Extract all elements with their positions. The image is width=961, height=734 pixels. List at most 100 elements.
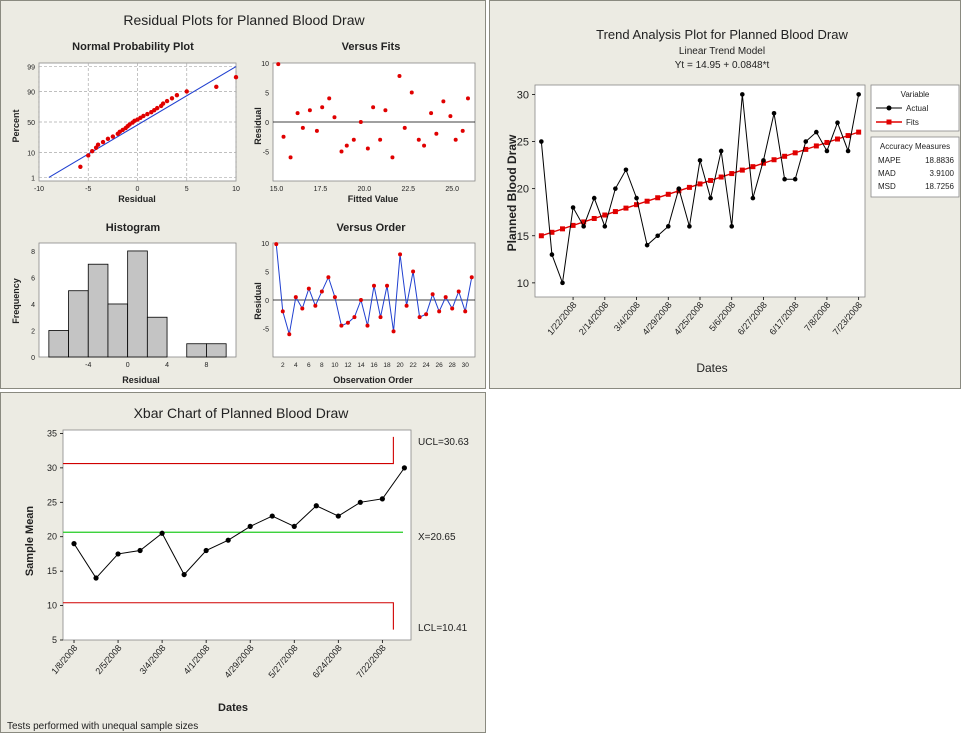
trend-ylabel: Planned Blood Draw — [505, 134, 519, 251]
y-tick-label: 10 — [517, 278, 529, 290]
data-point — [437, 309, 442, 314]
data-point — [174, 92, 180, 98]
data-point — [214, 84, 219, 90]
fit-point — [560, 226, 565, 232]
data-point — [456, 289, 461, 294]
data-point — [358, 120, 363, 124]
ucl-label: UCL=30.63 — [418, 437, 469, 448]
data-point — [95, 142, 101, 147]
data-point — [378, 315, 383, 320]
data-point — [465, 96, 470, 101]
fit-point — [782, 153, 788, 159]
data-point — [398, 252, 403, 257]
data-point — [100, 139, 106, 145]
data-point — [345, 320, 350, 325]
x-tick-label: 7/22/2008 — [354, 643, 387, 680]
data-point — [351, 137, 356, 142]
x-tick-label: 6/17/2008 — [767, 300, 800, 337]
x-tick-label: 25.0 — [445, 186, 459, 193]
trend-xlabel: Dates — [696, 361, 727, 375]
residual-panel-title: Residual Plots for Planned Blood Draw — [123, 12, 365, 28]
x-tick-label: 4 — [165, 362, 169, 369]
x-tick-label: 7/8/2008 — [802, 300, 832, 333]
x-tick-label: 22.5 — [401, 186, 415, 193]
actual-point — [824, 148, 830, 154]
lcl-label: LCL=10.41 — [418, 623, 468, 634]
xbar-title: Xbar Chart of Planned Blood Draw — [134, 405, 350, 421]
data-point — [443, 295, 448, 300]
data-point — [469, 275, 474, 280]
data-point — [404, 303, 409, 308]
fits-plot-ylabel: Residual — [253, 107, 263, 145]
histogram-bar — [186, 343, 207, 358]
actual-point — [687, 224, 692, 229]
hist-plot-title: Histogram — [106, 222, 161, 234]
data-point — [274, 242, 279, 247]
actual-point — [581, 224, 586, 229]
actual-point — [771, 110, 777, 116]
y-tick-label: 10 — [27, 151, 35, 158]
data-point — [332, 115, 337, 120]
data-point — [453, 137, 458, 142]
sample-mean-point — [379, 496, 385, 502]
data-point — [460, 128, 465, 133]
fit-point — [729, 171, 735, 177]
y-tick-label: -5 — [263, 327, 269, 334]
y-tick-label: 5 — [265, 91, 269, 98]
x-tick-label: 8 — [204, 362, 208, 369]
y-tick-label: 99 — [27, 65, 35, 72]
actual-point — [634, 195, 639, 201]
xbar-ylabel: Sample Mean — [24, 506, 36, 577]
data-point — [300, 125, 305, 130]
x-tick-label: 2/14/2008 — [577, 300, 610, 337]
x-tick-label: 22 — [409, 362, 417, 369]
data-point — [390, 155, 395, 160]
fit-point — [750, 164, 756, 170]
accuracy-name: MAPE — [878, 156, 901, 165]
trend-analysis-panel: Trend Analysis Plot for Planned Blood Dr… — [489, 0, 961, 389]
actual-point — [750, 195, 756, 201]
x-tick-label: 10 — [232, 186, 240, 193]
actual-point — [602, 224, 608, 229]
y-tick-label: 5 — [265, 270, 269, 277]
sample-mean-point — [291, 523, 297, 529]
trend-analysis-svg: Trend Analysis Plot for Planned Blood Dr… — [505, 27, 960, 375]
data-point — [280, 309, 285, 314]
xbar-xlabel: Dates — [218, 702, 248, 714]
data-point — [306, 286, 311, 291]
data-point — [110, 134, 116, 139]
x-tick-label: 5/6/2008 — [707, 300, 737, 333]
y-tick-label: 1 — [31, 175, 35, 182]
y-tick-label: 0 — [265, 298, 269, 305]
accuracy-value: 18.7256 — [925, 182, 954, 191]
data-point — [409, 90, 414, 95]
data-point — [160, 101, 166, 106]
data-point — [391, 329, 396, 334]
data-point — [344, 143, 349, 148]
y-tick-label: 50 — [27, 120, 35, 127]
data-point — [397, 73, 402, 78]
x-tick-label: 4/25/2008 — [672, 300, 705, 337]
x-tick-label: 5 — [185, 186, 189, 193]
x-tick-label: 3/4/2008 — [137, 643, 167, 676]
fit-point — [634, 202, 640, 208]
data-point — [184, 89, 189, 94]
fit-point — [623, 205, 629, 211]
x-tick-label: 16 — [370, 362, 378, 369]
y-tick-label: 10 — [261, 241, 269, 248]
fit-point — [813, 143, 819, 149]
histogram-bar — [87, 263, 109, 358]
y-tick-label: 25 — [47, 497, 57, 507]
sample-mean-point — [115, 551, 121, 557]
hist-plot-xlabel: Residual — [122, 375, 160, 385]
x-tick-label: 4/1/2008 — [182, 643, 212, 676]
fits-plot-title: Versus Fits — [342, 41, 401, 53]
x-tick-label: 0 — [126, 362, 130, 369]
ucl-line — [63, 436, 394, 465]
x-tick-label: 20 — [396, 362, 404, 369]
y-tick-label: 8 — [31, 249, 35, 256]
actual-point — [570, 205, 576, 210]
sample-mean-point — [335, 513, 341, 519]
actual-point — [761, 158, 766, 163]
trend-title: Trend Analysis Plot for Planned Blood Dr… — [596, 27, 848, 42]
